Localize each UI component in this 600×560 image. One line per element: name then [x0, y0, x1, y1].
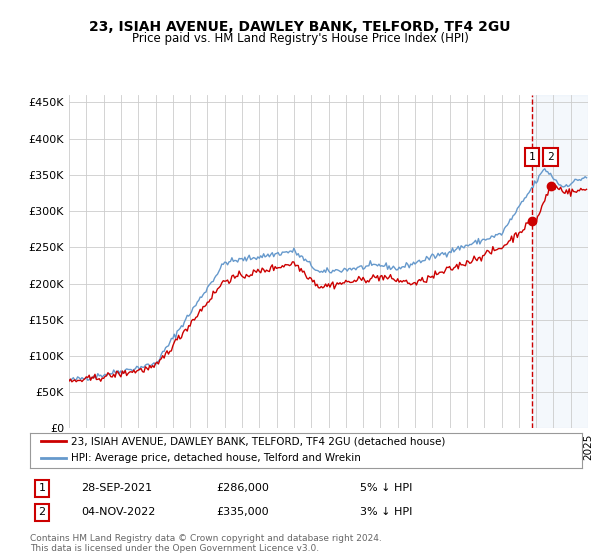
Text: 1: 1	[529, 152, 535, 162]
Text: HPI: Average price, detached house, Telford and Wrekin: HPI: Average price, detached house, Telf…	[71, 453, 361, 463]
Text: 1: 1	[38, 483, 46, 493]
Text: 23, ISIAH AVENUE, DAWLEY BANK, TELFORD, TF4 2GU (detached house): 23, ISIAH AVENUE, DAWLEY BANK, TELFORD, …	[71, 436, 446, 446]
Text: 28-SEP-2021: 28-SEP-2021	[81, 483, 152, 493]
Text: 2: 2	[38, 507, 46, 517]
Text: 3% ↓ HPI: 3% ↓ HPI	[360, 507, 412, 517]
Text: 5% ↓ HPI: 5% ↓ HPI	[360, 483, 412, 493]
Text: £335,000: £335,000	[216, 507, 269, 517]
Text: £286,000: £286,000	[216, 483, 269, 493]
Bar	[532, 95, 588, 428]
Text: Contains HM Land Registry data © Crown copyright and database right 2024.
This d: Contains HM Land Registry data © Crown c…	[30, 534, 382, 553]
Text: 04-NOV-2022: 04-NOV-2022	[81, 507, 155, 517]
Text: 23, ISIAH AVENUE, DAWLEY BANK, TELFORD, TF4 2GU: 23, ISIAH AVENUE, DAWLEY BANK, TELFORD, …	[89, 20, 511, 34]
Text: Price paid vs. HM Land Registry's House Price Index (HPI): Price paid vs. HM Land Registry's House …	[131, 32, 469, 45]
Text: 2: 2	[547, 152, 554, 162]
